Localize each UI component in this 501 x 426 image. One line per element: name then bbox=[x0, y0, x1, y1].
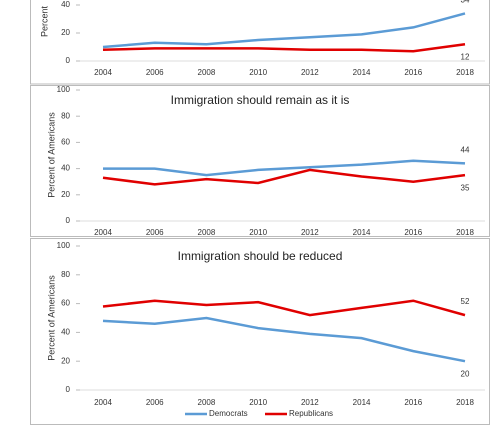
x-tick-label: 2016 bbox=[404, 398, 422, 407]
x-tick-label: 2006 bbox=[146, 398, 164, 407]
x-tick-label: 2014 bbox=[353, 68, 371, 77]
x-tick-label: 2010 bbox=[249, 68, 267, 77]
y-tick-label: 40 bbox=[61, 0, 70, 9]
x-tick-label: 2018 bbox=[456, 398, 474, 407]
series-line bbox=[102, 316, 466, 363]
x-tick-label: 2004 bbox=[94, 228, 112, 237]
series-line bbox=[102, 42, 466, 53]
y-tick-label: 0 bbox=[66, 56, 71, 65]
x-tick-label: 2004 bbox=[94, 68, 112, 77]
x-tick-label: 2012 bbox=[301, 228, 319, 237]
y-tick-label: 20 bbox=[61, 356, 70, 365]
y-axis-label: Percent of Americans bbox=[46, 275, 56, 361]
value-label: 12 bbox=[461, 52, 470, 61]
x-tick-label: 2016 bbox=[404, 68, 422, 77]
y-tick-label: 0 bbox=[66, 385, 71, 394]
panel-title: Immigration should be reduced bbox=[178, 249, 343, 263]
series-line bbox=[102, 168, 466, 186]
legend-label: Republicans bbox=[289, 409, 333, 418]
value-label: 34 bbox=[461, 0, 470, 5]
panel-frame bbox=[30, 238, 490, 425]
panel-title: Immigration should remain as it is bbox=[171, 93, 350, 107]
series-line bbox=[102, 299, 466, 317]
value-label: 20 bbox=[461, 369, 470, 378]
y-tick-label: 60 bbox=[61, 138, 70, 147]
x-tick-label: 2016 bbox=[404, 228, 422, 237]
series-line bbox=[103, 159, 466, 177]
x-tick-label: 2008 bbox=[198, 398, 216, 407]
x-tick-label: 2010 bbox=[249, 228, 267, 237]
value-label: 44 bbox=[461, 145, 470, 154]
x-tick-label: 2004 bbox=[94, 398, 112, 407]
y-tick-label: 20 bbox=[61, 28, 70, 37]
y-tick-label: 20 bbox=[61, 190, 70, 199]
x-tick-label: 2014 bbox=[353, 398, 371, 407]
y-tick-label: 80 bbox=[61, 270, 70, 279]
y-tick-label: 40 bbox=[61, 328, 70, 337]
panel-frame bbox=[30, 85, 490, 237]
y-tick-label: 40 bbox=[61, 164, 70, 173]
x-tick-label: 2018 bbox=[456, 68, 474, 77]
legend-label: Democrats bbox=[209, 409, 248, 418]
y-axis-label: Percent bbox=[39, 5, 49, 37]
value-label: 52 bbox=[461, 297, 470, 306]
y-tick-label: 100 bbox=[57, 241, 71, 250]
x-tick-label: 2014 bbox=[353, 228, 371, 237]
y-axis-label: Percent of Americans bbox=[46, 112, 56, 198]
x-tick-label: 2006 bbox=[146, 68, 164, 77]
x-tick-label: 2012 bbox=[301, 398, 319, 407]
value-label: 35 bbox=[461, 183, 470, 192]
x-tick-label: 2012 bbox=[301, 68, 319, 77]
x-tick-label: 2008 bbox=[198, 68, 216, 77]
x-tick-label: 2010 bbox=[249, 398, 267, 407]
x-tick-label: 2006 bbox=[146, 228, 164, 237]
x-tick-label: 2018 bbox=[456, 228, 474, 237]
y-tick-label: 100 bbox=[57, 85, 71, 94]
panel-frame bbox=[30, 0, 490, 85]
series-line bbox=[102, 12, 466, 49]
y-tick-label: 80 bbox=[61, 111, 70, 120]
x-tick-label: 2008 bbox=[198, 228, 216, 237]
y-tick-label: 0 bbox=[66, 216, 71, 225]
y-tick-label: 60 bbox=[61, 299, 70, 308]
